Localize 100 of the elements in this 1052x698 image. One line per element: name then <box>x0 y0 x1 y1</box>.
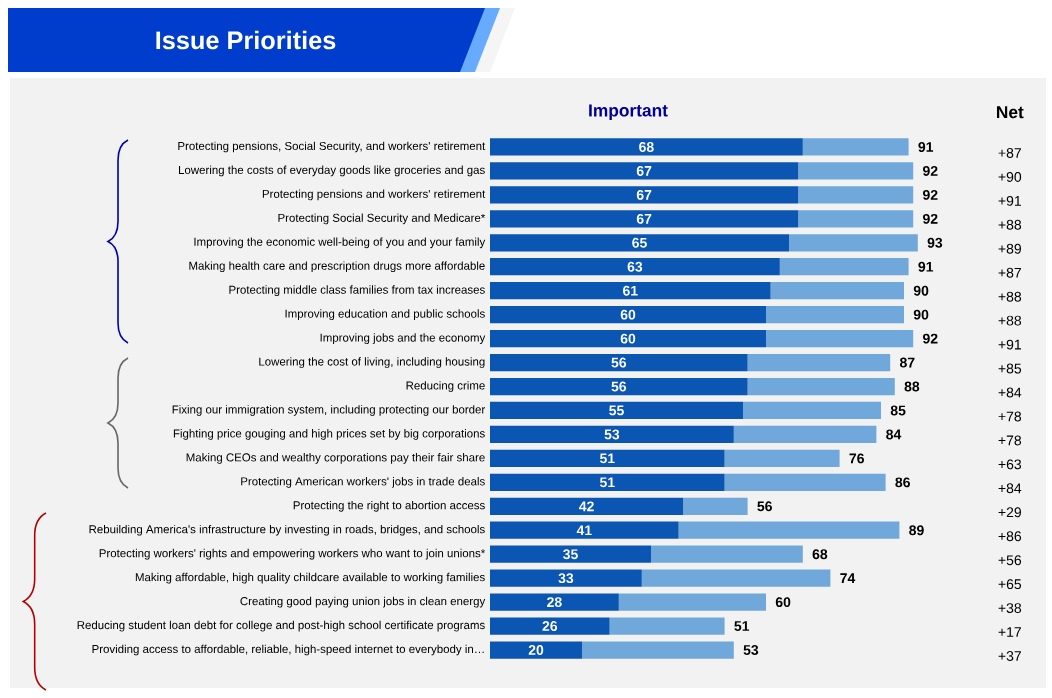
bar <box>490 234 789 252</box>
data-label: 60 <box>620 333 636 344</box>
bar <box>733 425 877 444</box>
bar <box>789 234 918 252</box>
y-tick-label: Protecting workers' rights and empowering workers who want to join unions* <box>99 548 486 560</box>
total-label: 90 <box>913 285 929 296</box>
bar <box>618 593 766 611</box>
text: Issue Priorities <box>156 30 336 50</box>
y-tick-label: Creating good paying union jobs in clean energy <box>240 596 486 608</box>
text: Net <box>996 106 1024 119</box>
y-tick-label: Protecting pensions, Social Security, and workers' retirement <box>178 141 486 153</box>
bar <box>490 497 684 515</box>
y-tick-label: Lowering the cost of living, including housing <box>259 357 485 368</box>
bar <box>798 162 914 180</box>
y-tick-label: Fixing our immigration system, including protecting our border <box>172 405 486 416</box>
y-tick-label: Making affordable, high quality childcare available to working families <box>135 572 485 584</box>
bar <box>678 521 900 539</box>
data-label: 42 <box>579 501 594 512</box>
bar <box>490 473 725 491</box>
bar <box>724 449 840 467</box>
bar <box>766 329 914 348</box>
data-label: 55 <box>609 405 624 416</box>
data-label: 28 <box>547 597 562 608</box>
text: +91 <box>998 195 1021 206</box>
y-tick-label: Reducing crime <box>406 381 485 392</box>
bar <box>798 186 914 204</box>
data-label: 20 <box>528 645 544 655</box>
text: +17 <box>998 627 1021 637</box>
text: +88 <box>998 315 1022 326</box>
bar <box>490 401 743 420</box>
y-tick-label: Reducing student loan debt for college and post-high school certificate programs <box>77 620 485 632</box>
y-tick-label: Protecting pensions and workers' retirement <box>262 189 486 201</box>
y-tick-label: Fighting price gouging and high prices set by big corporations <box>173 429 485 440</box>
total-label: 92 <box>922 165 938 176</box>
text: +91 <box>998 339 1021 350</box>
total-label: 86 <box>895 477 910 488</box>
bar <box>490 641 582 659</box>
y-tick-label: Protecting Social Security and Medicare* <box>278 213 486 225</box>
text: +84 <box>998 483 1022 494</box>
total-label: 51 <box>734 621 750 631</box>
y-tick-label: Improving education and public schools <box>285 309 485 320</box>
total-label: 53 <box>743 645 759 655</box>
bar <box>490 593 619 611</box>
data-label: 60 <box>620 309 636 320</box>
total-label: 91 <box>918 261 934 272</box>
text: +89 <box>998 243 1021 254</box>
data-label: 67 <box>636 165 652 176</box>
bar <box>743 401 881 420</box>
data-label: 35 <box>563 549 578 560</box>
text: +85 <box>998 363 1022 374</box>
bar <box>490 353 748 372</box>
y-tick-label: Making health care and prescription drugs more affordable <box>189 261 485 273</box>
data-label: 67 <box>636 189 652 200</box>
y-tick-label: Improving the economic well-being of you and your family <box>194 237 486 249</box>
text: +90 <box>998 171 1022 182</box>
chart-subtitle: Important <box>589 104 668 120</box>
text: +78 <box>998 411 1022 422</box>
data-label: 63 <box>627 261 643 272</box>
bar <box>490 521 679 539</box>
y-tick-label: Protecting middle class families from tax increases <box>229 285 485 297</box>
bar <box>651 545 803 563</box>
total-label: 92 <box>922 189 938 200</box>
y-tick-label: Protecting the right to abortion access <box>293 500 485 512</box>
bar <box>490 617 610 635</box>
bar <box>490 282 771 300</box>
y-tick-label: Rebuilding America's infrastructure by investing in roads, bridges, and schools <box>89 524 485 536</box>
y-tick-label: Improving jobs and the economy <box>320 333 486 344</box>
bar <box>779 258 909 276</box>
text: +29 <box>998 507 1021 518</box>
total-label: 93 <box>927 237 943 248</box>
total-label: 85 <box>890 405 906 416</box>
bar <box>490 377 748 396</box>
total-label: 60 <box>775 597 791 608</box>
data-label: 56 <box>611 357 627 368</box>
bar <box>766 306 904 324</box>
data-label: 51 <box>599 453 615 464</box>
total-label: 91 <box>918 142 934 152</box>
y-tick-label: Protecting American workers' jobs in trade deals <box>241 476 485 488</box>
data-label: 61 <box>623 285 638 296</box>
data-label: 51 <box>599 477 615 488</box>
bar <box>582 641 734 659</box>
bar <box>490 138 803 156</box>
y-tick-label: Lowering the costs of everyday goods like groceries and gas <box>179 165 485 177</box>
bar <box>490 329 766 348</box>
bar <box>490 258 780 276</box>
total-label: 88 <box>904 381 920 392</box>
data-label: 26 <box>542 621 558 632</box>
total-label: 84 <box>886 429 902 440</box>
data-label: 33 <box>558 573 574 584</box>
bar <box>798 210 914 228</box>
text: +78 <box>998 435 1022 446</box>
y-tick-label: Providing access to affordable, reliable, high-speed internet to everybody in… <box>92 644 484 656</box>
text: +88 <box>998 219 1022 230</box>
bar <box>490 306 766 324</box>
text: +87 <box>998 148 1021 158</box>
bar <box>490 569 642 587</box>
text: +56 <box>998 555 1022 566</box>
text: +88 <box>998 291 1022 302</box>
bar <box>747 377 895 396</box>
data-label: 68 <box>639 142 654 152</box>
